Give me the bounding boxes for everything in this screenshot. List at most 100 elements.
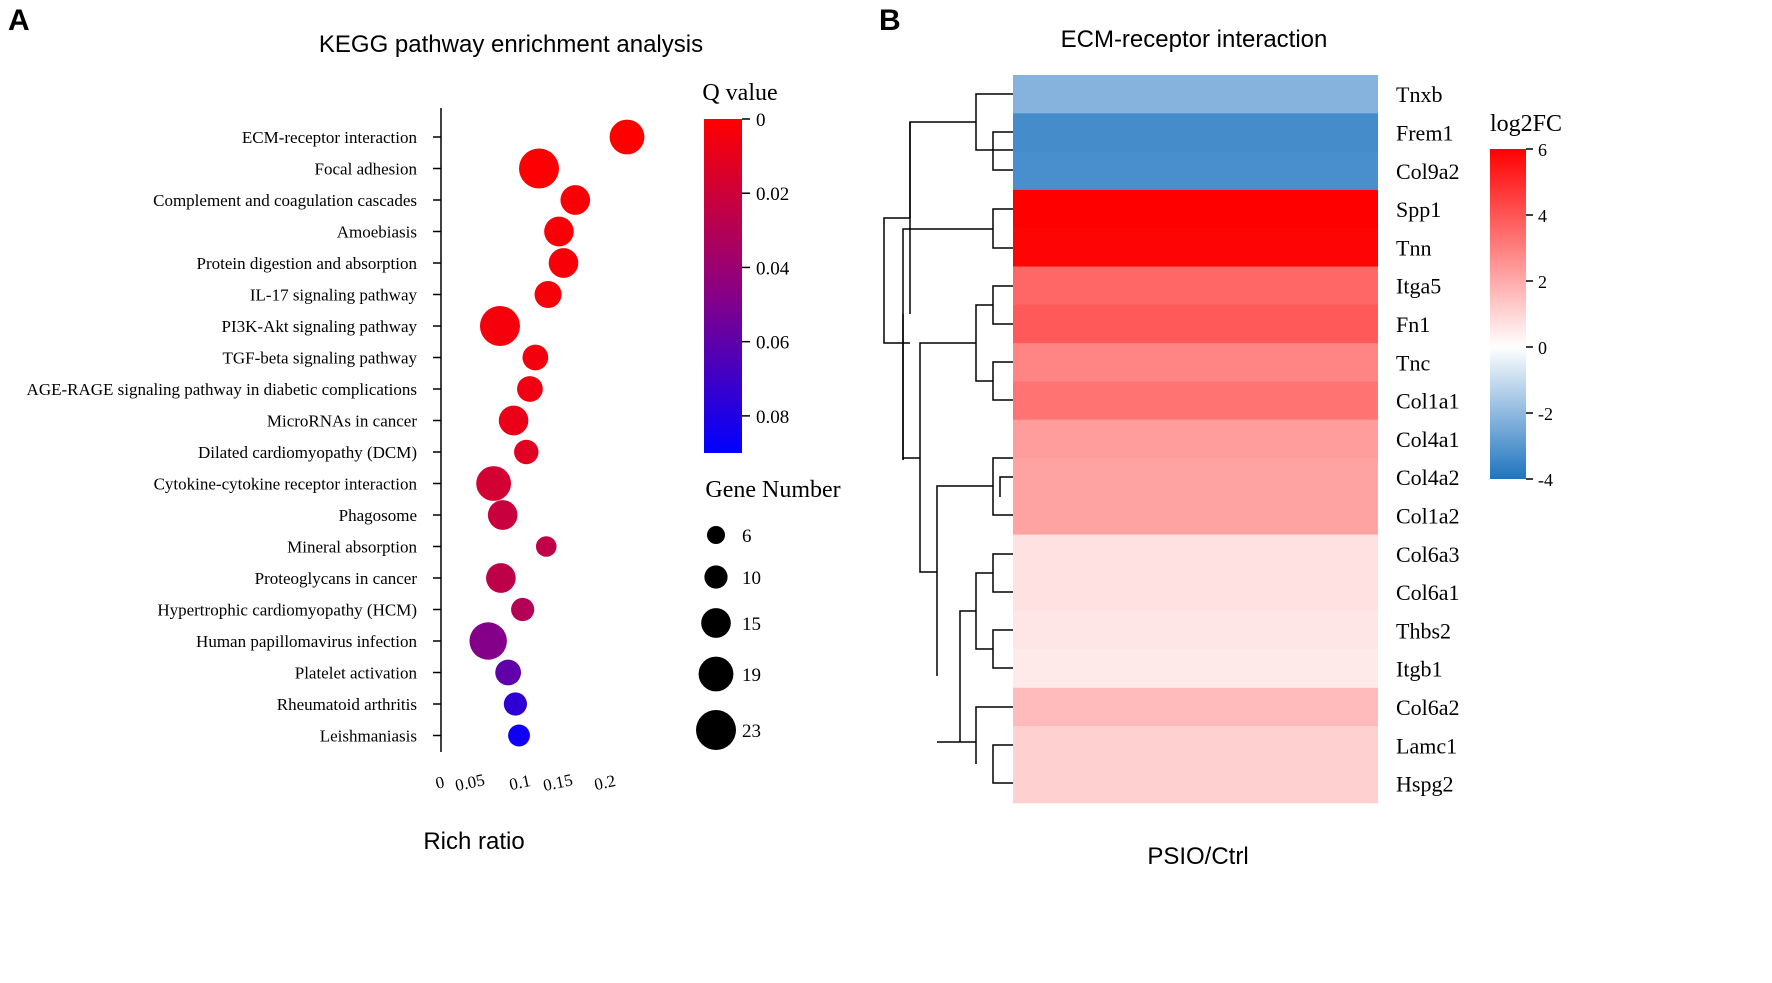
- log2fc-tick-label: 6: [1538, 140, 1547, 160]
- gene-number-legend-dot: [698, 656, 734, 692]
- heatmap-cell: [1013, 304, 1378, 344]
- chart-a-category-label: Rheumatoid arthritis: [277, 695, 417, 714]
- log2fc-tick-label: 4: [1538, 206, 1547, 226]
- chart-a-category-label: Hypertrophic cardiomyopathy (HCM): [157, 601, 417, 620]
- heatmap-cell: [1013, 228, 1378, 268]
- gene-number-legend: 6 10 15 19 23: [696, 526, 761, 750]
- chart-a-category-label: Dilated cardiomyopathy (DCM): [198, 443, 417, 462]
- gene-number-legend-dot: [707, 526, 725, 544]
- chart-b-xlabel: PSIO/Ctrl: [1147, 843, 1248, 870]
- chart-a-point: [544, 216, 574, 247]
- heatmap-cell: [1013, 343, 1378, 382]
- heatmap-row-label: Col6a2: [1396, 695, 1460, 720]
- chart-a-x-tick-label: 0.2: [592, 771, 617, 794]
- gene-number-legend-dot: [701, 608, 731, 638]
- heatmap-row-labels: Tnxb Frem1 Col9a2 Spp1 Tnn Itga5 Fn1 Tnc Col1a1 C…: [1396, 82, 1460, 796]
- gene-number-legend-label: 19: [742, 665, 761, 686]
- heatmap-row-label: Hspg2: [1396, 772, 1453, 797]
- heatmap-cell: [1013, 189, 1378, 229]
- chart-a-point: [548, 248, 579, 278]
- chart-a-title: KEGG pathway enrichment analysis: [319, 31, 703, 58]
- heatmap-row-label: Tnc: [1396, 350, 1430, 375]
- heatmap-row-label: Tnxb: [1396, 82, 1442, 107]
- chart-a-x-ticks: 0 0.05 0.1 0.15 0.2: [434, 770, 618, 795]
- chart-a-category-label: Mineral absorption: [287, 538, 417, 557]
- heatmap-cell: [1013, 534, 1378, 574]
- panel-a-letter: A: [8, 4, 30, 37]
- heatmap-row-label: Spp1: [1396, 197, 1441, 222]
- heatmap-cell: [1013, 572, 1378, 612]
- heatmap-cell: [1013, 381, 1378, 421]
- chart-a-point: [479, 306, 520, 346]
- heatmap-row-label: Col4a1: [1396, 427, 1460, 452]
- chart-a-category-label: Cytokine-cytokine receptor interaction: [154, 475, 418, 494]
- chart-a-point: [486, 563, 516, 593]
- chart-a-point: [508, 724, 530, 747]
- gene-number-legend-title: Gene Number: [705, 477, 840, 503]
- gene-number-legend-dot: [696, 710, 736, 750]
- chart-a-point: [511, 597, 535, 622]
- chart-a-point: [476, 466, 512, 501]
- chart-a-category-label: Focal adhesion: [315, 160, 418, 179]
- heatmap-cell: [1013, 611, 1378, 651]
- chart-a-category-label: MicroRNAs in cancer: [267, 412, 417, 431]
- heatmap-cell: [1013, 113, 1378, 153]
- heatmap-row-label: Col9a2: [1396, 159, 1460, 184]
- row-dendrogram: [883, 93, 1013, 784]
- q-value-legend-title: Q value: [702, 80, 777, 106]
- chart-a-point: [560, 185, 591, 215]
- heatmap-cell: [1013, 151, 1378, 191]
- q-value-tick-label: 0.04: [756, 258, 790, 279]
- heatmap-cell: [1013, 764, 1378, 804]
- heatmap-row-label: Lamc1: [1396, 733, 1457, 758]
- heatmap-cell: [1013, 458, 1378, 497]
- q-value-tick-label: 0: [756, 110, 766, 131]
- log2fc-tick-label: -2: [1538, 404, 1553, 424]
- chart-a-point: [487, 500, 518, 530]
- heatmap-cell: [1013, 496, 1378, 536]
- heatmap-row-label: Thbs2: [1396, 618, 1451, 643]
- chart-a-category-label: Leishmaniasis: [320, 727, 417, 746]
- gene-number-legend-label: 23: [742, 721, 761, 742]
- heatmap-row-label: Col6a3: [1396, 542, 1460, 567]
- chart-a-x-tick-label: 0: [434, 772, 446, 792]
- heatmap-cells: [1013, 75, 1378, 804]
- gene-number-legend-label: 15: [742, 614, 761, 635]
- chart-a-category-label: Complement and coagulation cascades: [153, 191, 417, 210]
- chart-a-x-tick-label: 0.1: [507, 771, 532, 794]
- chart-a-category-label: AGE-RAGE signaling pathway in diabetic c…: [27, 380, 417, 399]
- chart-a-point: [522, 344, 549, 371]
- chart-a-xlabel: Rich ratio: [423, 828, 524, 855]
- chart-a-category-label: Amoebiasis: [337, 223, 417, 242]
- log2fc-tick-label: 2: [1538, 272, 1547, 292]
- log2fc-ticks: 6 4 2 0 -2 -4: [1526, 140, 1553, 490]
- chart-a-category-label: Protein digestion and absorption: [196, 254, 417, 273]
- heatmap-cell: [1013, 419, 1378, 459]
- heatmap-row-label: Itgb1: [1396, 657, 1442, 682]
- chart-a-point: [518, 148, 559, 189]
- panel-b-letter: B: [879, 4, 901, 37]
- chart-a-point: [503, 692, 527, 716]
- heatmap-row-label: Tnn: [1396, 235, 1431, 260]
- heatmap-row-label: Col4a2: [1396, 465, 1460, 490]
- chart-a-x-tick-label: 0.05: [453, 770, 486, 795]
- chart-a-category-label: Platelet activation: [295, 664, 418, 683]
- chart-a-point: [535, 536, 557, 557]
- chart-a-category-label: TGF-beta signaling pathway: [222, 349, 417, 368]
- chart-a-category-label: Proteoglycans in cancer: [255, 569, 418, 588]
- chart-a-category-label: Phagosome: [339, 506, 417, 525]
- chart-a-category-label: ECM-receptor interaction: [242, 128, 418, 147]
- q-value-tick-label: 0.06: [756, 333, 789, 354]
- heatmap-row-label: Col6a1: [1396, 580, 1460, 605]
- chart-a-point: [534, 280, 562, 309]
- log2fc-tick-label: -4: [1538, 470, 1553, 490]
- heatmap-row-label: Itga5: [1396, 274, 1441, 299]
- heatmap-row-label: Col1a2: [1396, 503, 1460, 528]
- chart-a-point: [517, 376, 543, 402]
- chart-a-category-label: Human papillomavirus infection: [196, 632, 417, 651]
- log2fc-colorbar: [1490, 149, 1526, 479]
- heatmap-cell: [1013, 266, 1378, 306]
- chart-b-title: ECM-receptor interaction: [1061, 26, 1328, 53]
- q-value-colorbar: [704, 119, 742, 453]
- chart-a-x-tick-label: 0.15: [541, 770, 574, 795]
